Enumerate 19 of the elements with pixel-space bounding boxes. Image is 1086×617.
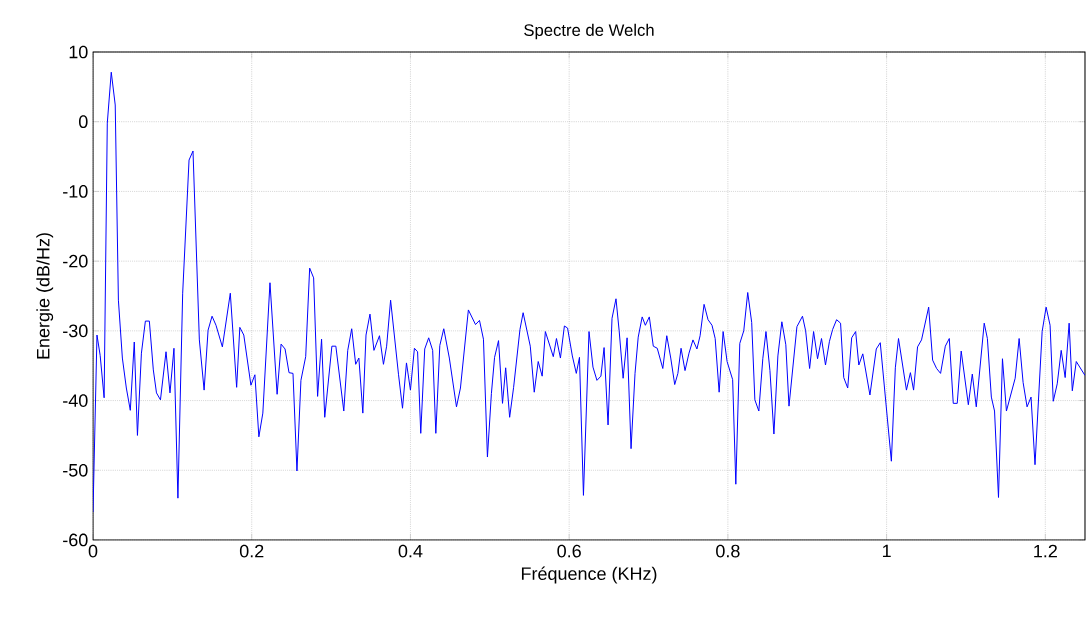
y-axis-title: Energie (dB/Hz)	[36, 233, 54, 359]
x-tick-label: 0	[88, 544, 98, 558]
y-tick-label: -60	[63, 533, 88, 547]
x-tick-label: 1	[882, 544, 891, 558]
x-tick-label: 0.4	[398, 544, 423, 558]
x-tick-label: 0.2	[239, 544, 264, 558]
y-tick-label: -40	[63, 394, 88, 407]
y-tick-label: -10	[63, 185, 88, 198]
line-series	[93, 71, 1085, 513]
chart-title: Spectre de Welch	[524, 23, 654, 40]
y-tick-label: -20	[63, 254, 88, 268]
x-tick-label: 1.2	[1034, 544, 1057, 558]
x-axis-title: Fréquence (KHz)	[521, 566, 657, 584]
x-tick-label: 0.8	[716, 544, 740, 558]
y-tick-label: 0	[79, 115, 88, 129]
x-tick-label: 0.6	[557, 544, 581, 558]
y-tick-label: -50	[63, 463, 88, 477]
y-tick-label: 10	[69, 45, 88, 59]
y-tick-label: -30	[63, 324, 88, 338]
